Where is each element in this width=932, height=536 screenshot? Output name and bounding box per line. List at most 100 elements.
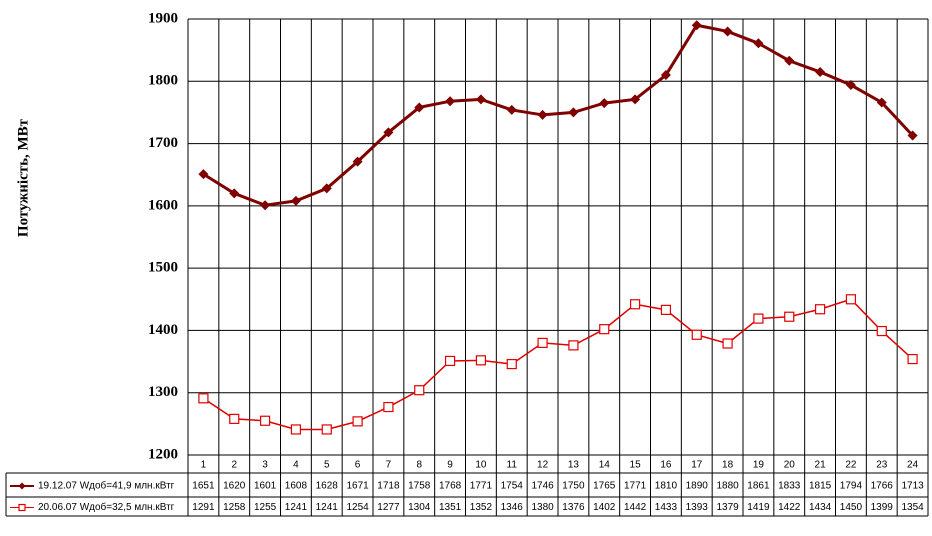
point: [414, 385, 425, 396]
table-value: 1771: [624, 481, 647, 492]
point: [599, 98, 610, 109]
point: [259, 415, 271, 426]
table-value: 1450: [840, 502, 863, 513]
x-tick-label: 22: [845, 460, 857, 471]
point: [414, 102, 425, 113]
point: [229, 413, 240, 424]
point: [630, 94, 641, 105]
table-value: 1376: [562, 502, 585, 513]
series-line: [203, 298, 914, 431]
point: [845, 80, 856, 91]
table-value: 1254: [346, 502, 369, 513]
table-value: 1351: [439, 502, 462, 513]
x-tick-label: 9: [447, 460, 453, 471]
x-tick-label: 1: [201, 460, 207, 471]
x-tick-label: 5: [324, 460, 330, 471]
point: [784, 311, 795, 322]
point: [352, 416, 363, 427]
table-value: 1393: [686, 502, 709, 513]
x-tick-label: 8: [416, 460, 422, 471]
point: [876, 325, 887, 337]
y-tick-label: 1700: [148, 135, 178, 151]
x-tick-label: 12: [537, 460, 549, 471]
x-tick-label: 4: [293, 460, 299, 471]
table-value: 1651: [192, 481, 215, 492]
point: [321, 424, 332, 435]
x-tick-label: 16: [660, 460, 672, 471]
point: [815, 66, 826, 77]
y-tick-label: 1500: [148, 260, 178, 276]
x-tick-label: 11: [507, 460, 518, 471]
x-tick-label: 17: [691, 460, 703, 471]
table-value: 1422: [778, 502, 801, 513]
table-value: 1277: [377, 502, 400, 513]
point: [568, 340, 579, 351]
point: [475, 355, 487, 366]
table-value: 1291: [192, 502, 215, 513]
table-value: 1352: [470, 502, 493, 513]
x-tick-label: 24: [907, 460, 919, 471]
series-line: [202, 23, 914, 207]
point: [537, 337, 548, 348]
table-value: 1620: [223, 481, 246, 492]
x-tick-label: 15: [630, 460, 642, 471]
x-tick-label: 14: [599, 460, 611, 471]
point: [475, 94, 486, 105]
x-tick-label: 19: [753, 460, 765, 471]
x-tick-label: 10: [475, 460, 487, 471]
point: [629, 299, 641, 310]
point: [537, 109, 548, 120]
point: [352, 156, 363, 167]
table-value: 1794: [840, 481, 863, 492]
table-value: 1608: [285, 481, 308, 492]
x-tick-label: 3: [262, 460, 268, 471]
point: [753, 313, 764, 324]
table-value: 1766: [871, 481, 894, 492]
x-tick-label: 23: [876, 460, 888, 471]
table-value: 1402: [593, 502, 616, 513]
table-value: 1304: [408, 502, 431, 513]
table-value: 1746: [531, 481, 554, 492]
point: [290, 195, 301, 206]
point: [599, 324, 610, 335]
table-value: 1718: [377, 481, 400, 492]
y-tick-label: 1800: [148, 73, 178, 89]
x-tick-label: 13: [568, 460, 580, 471]
point: [784, 55, 795, 66]
point: [660, 70, 671, 81]
point: [198, 169, 209, 180]
table-value: 1433: [655, 502, 678, 513]
table-value: 1833: [778, 481, 801, 492]
y-tick-label: 1600: [148, 197, 178, 213]
x-tick-label: 2: [231, 460, 237, 471]
point: [907, 130, 918, 141]
y-tick-label: 1400: [148, 322, 178, 338]
point: [383, 127, 394, 138]
y-axis-label: Потужність, МВт: [15, 118, 31, 237]
point: [691, 20, 702, 31]
point: [229, 188, 240, 199]
y-tick-label: 1900: [148, 10, 178, 26]
point: [383, 401, 394, 413]
table-value: 1765: [593, 481, 616, 492]
table-value: 1750: [562, 481, 585, 492]
point: [290, 424, 302, 435]
table-value: 1379: [716, 502, 739, 513]
table-value: 1890: [686, 481, 709, 492]
table-value: 1442: [624, 502, 647, 513]
point: [876, 97, 887, 108]
y-tick-label: 1200: [148, 446, 178, 462]
table-value: 1815: [809, 481, 832, 492]
point: [321, 183, 332, 194]
table-value: 1241: [285, 502, 308, 513]
legend-marker: [18, 482, 26, 490]
x-tick-label: 21: [815, 460, 827, 471]
table-value: 1880: [716, 481, 739, 492]
point: [444, 355, 456, 367]
table-value: 1771: [470, 481, 493, 492]
table-value: 1258: [223, 502, 246, 513]
table-value: 1810: [655, 481, 678, 492]
legend-marker: [18, 503, 26, 512]
point: [722, 338, 733, 349]
